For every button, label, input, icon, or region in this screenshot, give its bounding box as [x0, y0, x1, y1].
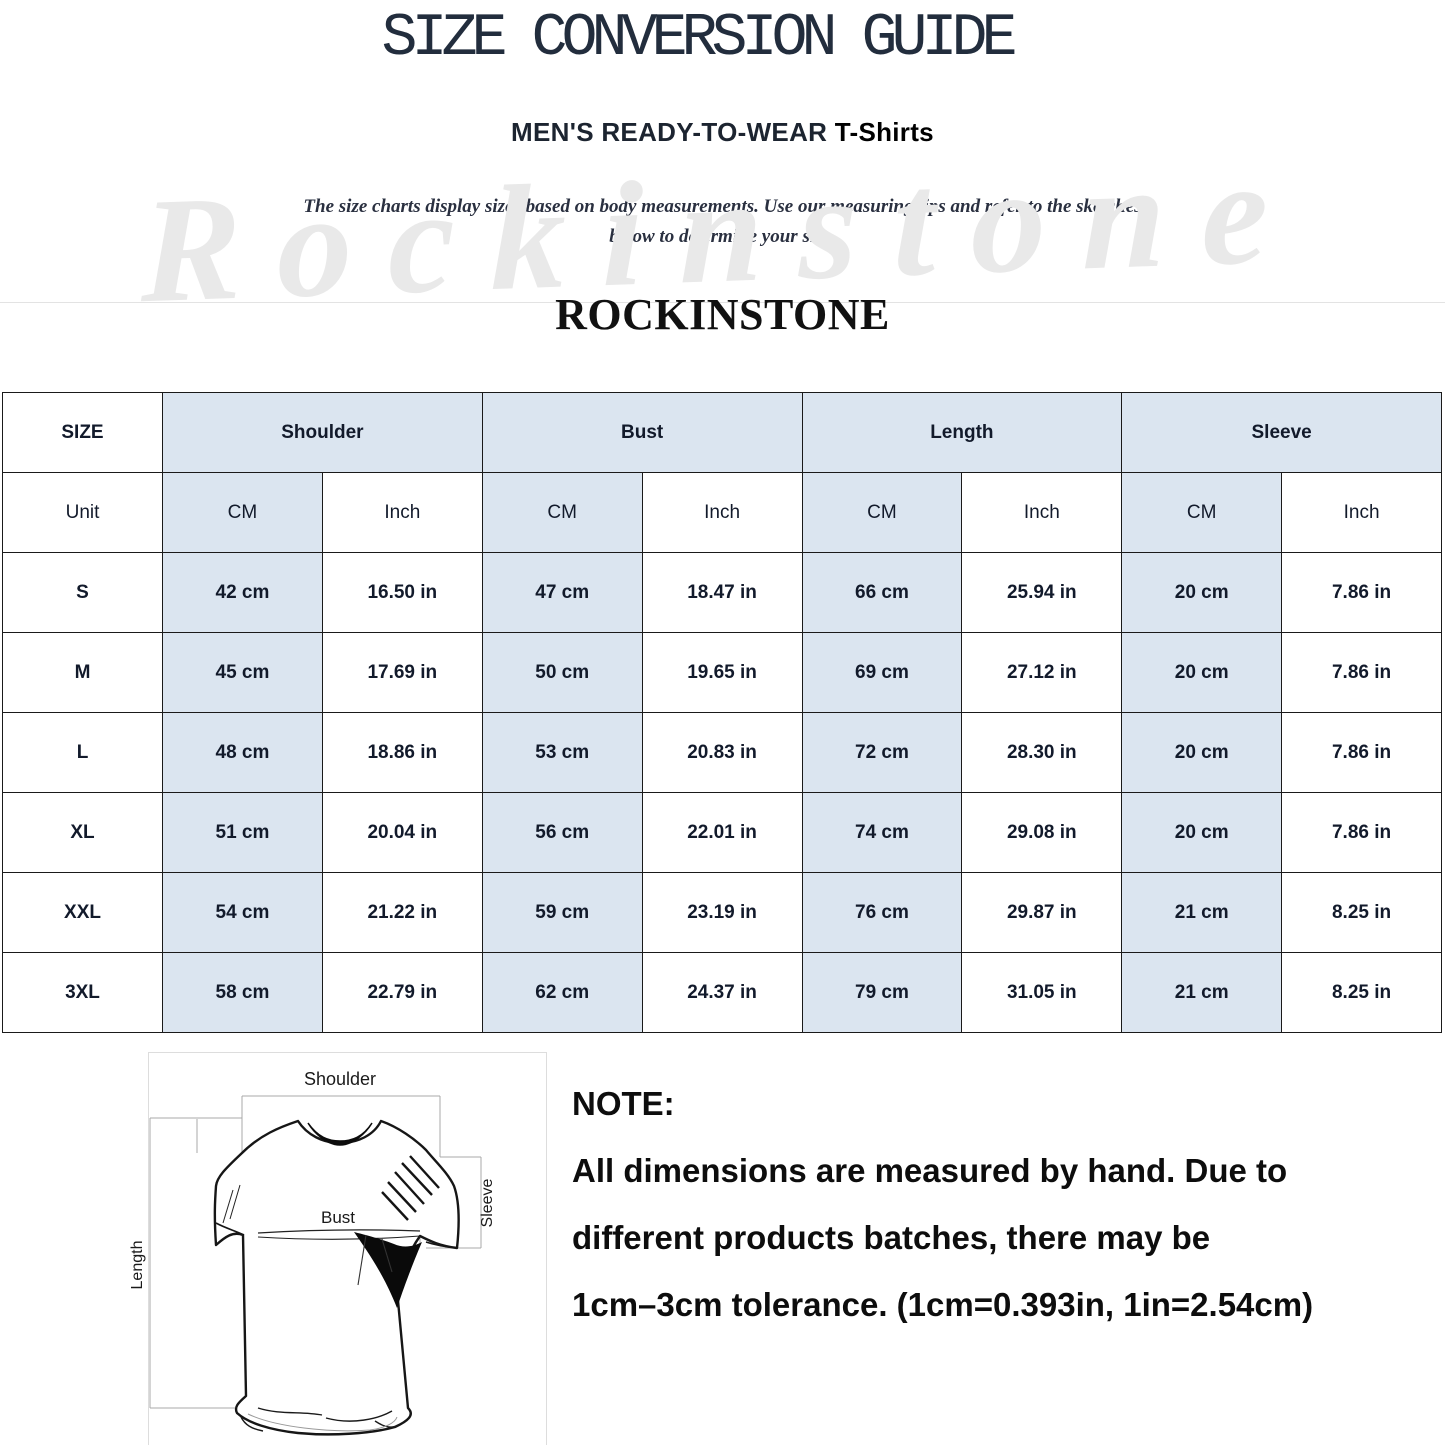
svg-text:Bust: Bust [321, 1208, 355, 1227]
svg-text:Length: Length [130, 1241, 146, 1290]
svg-text:Sleeve: Sleeve [479, 1178, 496, 1227]
svg-text:Shoulder: Shoulder [304, 1069, 376, 1089]
